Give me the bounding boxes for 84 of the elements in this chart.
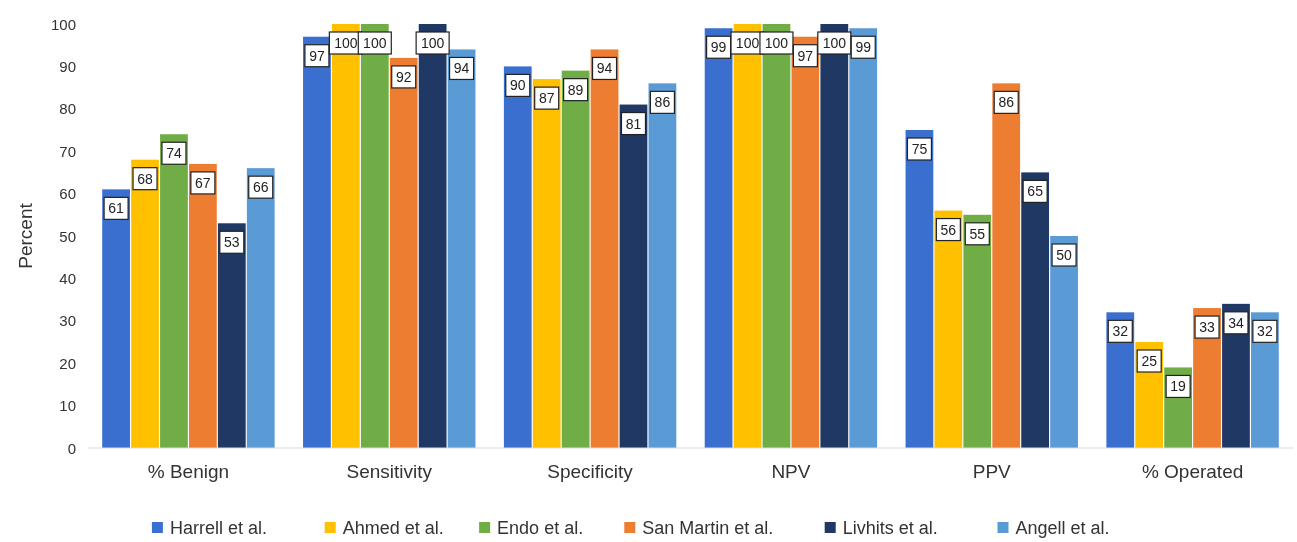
data-label: 81 [625, 115, 642, 132]
bar [447, 49, 476, 448]
y-tick-label: 60 [59, 185, 76, 203]
data-label: 89 [567, 81, 584, 98]
data-label: 100 [735, 35, 760, 51]
data-label: 66 [252, 179, 269, 196]
legend-label: San Martin et al. [642, 518, 774, 538]
legend-label: Angell et al. [1015, 518, 1110, 538]
data-label: 100 [764, 35, 789, 51]
y-tick-label: 30 [59, 312, 76, 330]
data-label: 100 [822, 35, 847, 51]
data-label: 32 [1112, 323, 1129, 340]
bar [561, 70, 590, 448]
data-label: 34 [1228, 314, 1244, 331]
data-label: 97 [797, 47, 814, 64]
data-label: 68 [137, 170, 154, 187]
bar [1050, 236, 1078, 448]
data-label: 86 [998, 94, 1015, 111]
y-tick-label: 70 [59, 142, 76, 160]
data-label: 67 [195, 174, 211, 191]
y-tick-label: 50 [59, 227, 76, 245]
data-label: 50 [1056, 247, 1073, 263]
bar [963, 214, 992, 448]
data-label: 100 [420, 35, 445, 51]
data-label: 56 [940, 221, 957, 238]
bar [992, 83, 1021, 448]
data-label: 97 [309, 47, 325, 64]
data-label: 74 [166, 145, 182, 162]
data-label: 99 [710, 39, 727, 56]
data-label: 100 [363, 35, 387, 51]
data-label: 99 [855, 39, 872, 56]
bar [503, 66, 532, 448]
data-label: 65 [1027, 183, 1044, 200]
bar [791, 36, 820, 448]
legend-label: Harrell et al. [169, 518, 267, 538]
bar [934, 210, 963, 448]
data-label: 19 [1170, 378, 1187, 395]
x-tick-label: % Operated [1141, 461, 1244, 482]
bar [131, 159, 159, 448]
bar [246, 168, 275, 448]
bar [532, 79, 561, 448]
data-label: 92 [395, 68, 412, 85]
bar [160, 134, 188, 448]
bar [1021, 172, 1050, 448]
y-tick-label: 0 [67, 439, 76, 457]
y-tick-label: 20 [59, 354, 76, 372]
x-tick-label: Sensitivity [346, 461, 433, 482]
data-label: 90 [509, 77, 526, 94]
y-tick-label: 80 [59, 100, 76, 118]
y-tick-label: 100 [50, 15, 76, 33]
bar [849, 28, 878, 448]
y-axis-title: Percent [15, 202, 36, 269]
x-tick-label: % Benign [147, 461, 230, 482]
data-label: 55 [969, 225, 986, 242]
bar [590, 49, 619, 448]
data-label: 33 [1199, 319, 1216, 336]
bar [905, 130, 934, 448]
bar [648, 83, 677, 448]
data-label: 94 [596, 60, 613, 77]
data-label: 100 [334, 35, 358, 51]
bar [619, 104, 648, 448]
data-label: 87 [538, 90, 555, 107]
bar [303, 36, 331, 448]
bar [189, 163, 217, 448]
x-tick-label: Specificity [547, 461, 634, 482]
data-label: 75 [911, 141, 928, 157]
y-tick-label: 40 [59, 269, 76, 287]
bar [217, 223, 246, 448]
y-tick-label: 90 [59, 57, 76, 75]
data-label: 32 [1257, 323, 1273, 340]
bar [389, 57, 418, 448]
data-label: 94 [453, 60, 470, 77]
bar [102, 189, 130, 448]
bar [704, 28, 733, 448]
x-tick-label: PPV [972, 461, 1012, 482]
data-label: 53 [224, 234, 240, 251]
legend-label: Endo et al. [497, 518, 584, 538]
data-label: 86 [654, 94, 671, 111]
legend-label: Livhits et al. [842, 518, 938, 538]
x-tick-label: NPV [771, 461, 811, 482]
legend-label: Ahmed et al. [342, 518, 444, 538]
data-label: 25 [1141, 353, 1158, 369]
data-label: 61 [108, 200, 125, 217]
y-tick-label: 10 [59, 397, 76, 415]
